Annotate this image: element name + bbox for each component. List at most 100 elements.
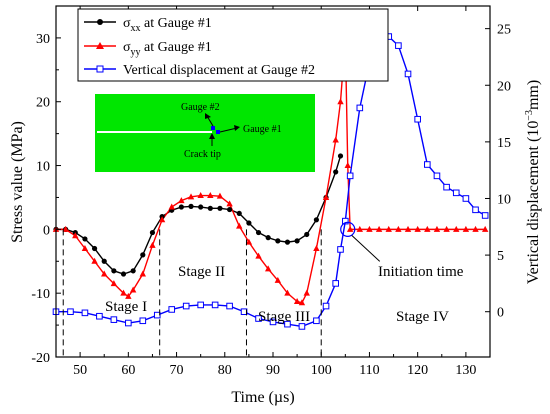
y-right-title-main: Vertical displacement (10 [525,121,542,285]
series-2-point-18 [313,317,320,325]
series-0-point-23 [275,238,281,244]
series-1-point-44 [433,225,441,232]
series-1-point-38 [375,225,383,232]
series-2-point-5 [125,319,132,327]
series-0-point-16 [207,205,213,211]
series-1-point-30 [322,193,330,200]
gauge-1-arrowhead [234,125,240,131]
series-2-point-3 [96,312,103,320]
y-right-tick-label-1: 5 [497,249,504,264]
series-2-point-37 [481,212,489,219]
series-0-point-15 [198,204,204,210]
legend-label-disp: Vertical displacement at Gauge #2 [123,63,315,78]
initiation-circle [340,221,356,237]
inset-crack-tip-label: Crack tip [184,149,221,160]
series-2-point-21 [337,246,344,253]
series-1-point-9 [129,286,137,293]
x-tick-label-0: 50 [73,363,87,378]
series-0-point-30 [337,153,344,159]
series-0-point-6 [111,268,117,274]
legend-marker-sxx [97,19,103,25]
series-1-point-21 [245,238,253,245]
y-left-tick-label-3: 10 [36,160,50,175]
series-0-point-13 [178,204,184,210]
inset-gauge1-label: Gauge #1 [243,124,282,135]
series-1-point-5 [101,270,108,277]
series-1-point-45 [443,225,450,232]
series-1-point-17 [207,192,214,199]
series-1-point-43 [424,225,431,232]
x-tick-label-1: 60 [121,363,135,378]
series-0-point-14 [188,203,194,209]
x-tick-label-2: 70 [170,363,184,378]
x-tick-label-6: 110 [359,363,379,378]
legend-marker-disp [96,65,104,73]
series-1-point-36 [356,225,363,232]
initiation-label: Initiation time [378,264,464,280]
crack-tip-arrowhead [209,133,215,139]
series-line-0 [56,155,342,275]
series-2-point-8 [168,306,176,313]
y-right-axis-title: Vertical displacement (10−3mm) [524,80,542,284]
legend: σxx at Gauge #1 σyy at Gauge #1 Vertical… [77,8,389,82]
x-axis-title: Time (µs) [231,389,294,406]
legend-label-sxx: σxx at Gauge #1 [123,16,212,34]
series-1-point-48 [472,225,479,232]
initiation-pointer [351,234,381,262]
y-left-tick-label-2: 0 [43,223,50,238]
series-1-point-29 [313,245,320,252]
gauge-1-arrow [219,127,238,133]
series-1-point-31 [332,136,339,143]
y-left-tick-label-4: 20 [36,96,50,111]
series-1-point-35 [346,225,354,232]
series-2-point-29 [404,70,412,78]
series-2-point-32 [433,172,441,180]
series-2-point-34 [452,189,460,197]
series-1-point-14 [178,197,185,204]
series-1-point-13 [168,203,175,210]
y-right-tick-label-2: 10 [497,192,511,207]
y-left-tick-label-5: 30 [36,32,50,47]
series-2-point-14 [255,315,262,322]
series-2-point-9 [182,302,190,310]
series-0-point-19 [236,210,242,217]
series-1-point-16 [197,192,204,199]
series-2-point-31 [424,161,431,168]
y-right-tick-label-5: 25 [497,23,511,38]
series-0-point-22 [265,235,271,241]
series-2-point-17 [298,323,306,330]
series-2-point-36 [472,206,479,214]
series-2-point-6 [139,317,147,325]
series-1-point-27 [298,299,306,306]
x-tick-label-7: 120 [407,363,428,378]
series-0-point-18 [227,206,233,213]
legend-sxx-sub: xx [131,23,141,34]
stage-label-1: Stage I [105,299,147,315]
series-0-point-4 [91,245,98,252]
series-1-point-25 [284,289,291,296]
series-0-point-21 [255,229,262,236]
legend-label-syy: σyy at Gauge #1 [123,40,212,58]
series-1-point-24 [274,276,282,283]
x-tick-label-3: 80 [218,363,232,378]
series-2-point-22 [342,217,349,225]
series-2-point-30 [414,115,421,123]
series-1-point-26 [293,297,301,304]
series-2-point-10 [197,301,204,309]
series-1-point-19 [226,200,233,207]
inset-specimen: Gauge #2 Gauge #1 Crack tip [95,94,315,172]
series-1-point-8 [125,292,132,299]
series-0-point-26 [304,231,310,238]
series-1-point-20 [236,222,243,229]
series-1-point-3 [81,245,89,252]
series-1-point-4 [91,257,98,264]
series-0-point-20 [246,220,252,226]
series-1-point-32 [337,98,344,105]
series-2-point-1 [67,308,74,316]
series-0-point-5 [101,258,107,264]
y-right-tick-label-0: 0 [497,306,504,321]
series-2-point-2 [81,309,89,317]
legend-syy-sub: yy [131,47,141,58]
gauge-2-arrowhead [205,113,211,119]
